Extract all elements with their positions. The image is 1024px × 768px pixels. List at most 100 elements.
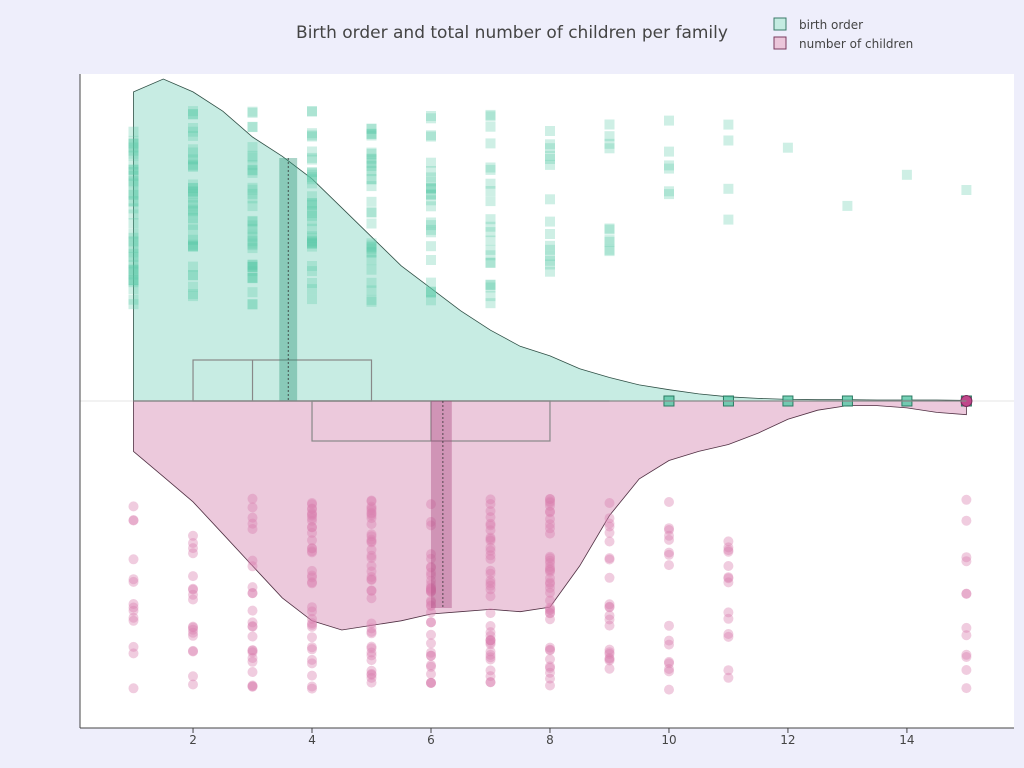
- point-number-of-children: [366, 534, 377, 545]
- point-number-of-children: [366, 677, 377, 688]
- point-number-of-children: [723, 613, 734, 624]
- point-number-of-children: [545, 573, 555, 584]
- point-birth-order: [426, 286, 436, 297]
- point-number-of-children: [604, 663, 615, 674]
- point-number-of-children: [366, 668, 377, 679]
- point-birth-order: [247, 122, 258, 133]
- point-birth-order: [723, 214, 734, 225]
- point-number-of-children: [247, 518, 258, 529]
- point-birth-order: [545, 194, 555, 205]
- point-number-of-children: [366, 495, 377, 506]
- point-number-of-children: [485, 545, 496, 556]
- legend: birth order number of children: [773, 17, 913, 51]
- point-birth-order: [247, 188, 258, 199]
- point-birth-order: [545, 154, 555, 164]
- point-birth-order: [247, 106, 258, 117]
- point-birth-order: [366, 207, 377, 218]
- point-birth-order: [426, 227, 436, 238]
- point-number-of-children: [485, 635, 496, 646]
- point-birth-order: [366, 294, 377, 305]
- point-number-of-children: [128, 599, 139, 609]
- point-birth-order: [426, 130, 436, 141]
- point-birth-order: [247, 229, 258, 240]
- point-birth-order: [664, 189, 674, 200]
- point-birth-order: [307, 128, 317, 139]
- point-birth-order: [247, 299, 258, 310]
- point-number-of-children: [545, 654, 555, 665]
- point-birth-order: [307, 236, 317, 246]
- point-number-of-children: [426, 661, 436, 672]
- point-birth-order: [128, 274, 139, 285]
- point-birth-order: [426, 183, 436, 194]
- point-birth-order: [128, 218, 139, 229]
- point-birth-order: [485, 250, 496, 261]
- point-birth-order: [188, 261, 198, 272]
- point-number-of-children: [485, 512, 496, 523]
- point-birth-order: [188, 106, 198, 117]
- point-birth-order: [604, 246, 615, 257]
- point-number-of-children: [485, 627, 496, 638]
- point-number-of-children: [664, 639, 674, 650]
- point-birth-order: [247, 261, 258, 272]
- point-number-of-children: [604, 620, 615, 631]
- point-birth-order: [307, 216, 317, 227]
- point-birth-order: [128, 251, 139, 262]
- point-birth-order: [128, 196, 139, 207]
- legend-item-birth-order[interactable]: birth order: [773, 17, 863, 32]
- point-birth-order: [188, 126, 198, 137]
- legend-item-number-of-children[interactable]: number of children: [773, 36, 913, 51]
- point-number-of-children: [604, 527, 615, 538]
- point-birth-order: [128, 228, 139, 239]
- point-number-of-children: [366, 529, 377, 540]
- point-number-of-children: [426, 561, 436, 572]
- point-number-of-children: [604, 647, 615, 658]
- point-birth-order: [188, 161, 198, 172]
- point-birth-order: [426, 111, 436, 121]
- point-number-of-children: [485, 635, 496, 646]
- point-birth-order: [128, 126, 139, 137]
- point-number-of-children: [188, 621, 198, 632]
- point-number-of-children: [247, 645, 258, 656]
- point-number-of-children: [247, 617, 258, 628]
- point-birth-order: [128, 258, 139, 269]
- point-number-of-children: [604, 553, 615, 564]
- point-birth-order: [426, 241, 436, 252]
- point-number-of-children: [545, 604, 555, 615]
- point-number-of-children: [961, 588, 972, 599]
- point-birth-order: [247, 272, 258, 283]
- point-birth-order: [128, 277, 139, 288]
- point-birth-order: [188, 130, 198, 141]
- point-birth-order: [307, 191, 317, 202]
- point-birth-order: [366, 174, 377, 185]
- point-number-of-children: [545, 644, 555, 655]
- point-birth-order: [426, 295, 436, 306]
- point-birth-order: [188, 109, 198, 120]
- point-birth-order: [188, 234, 198, 245]
- point-number-of-children: [366, 628, 377, 639]
- point-birth-order: [247, 299, 258, 310]
- point-birth-order: [247, 184, 258, 195]
- point-number-of-children: [485, 525, 496, 536]
- point-number-of-children: [366, 626, 377, 637]
- point-birth-order: [128, 150, 139, 161]
- point-number-of-children: [545, 514, 555, 524]
- point-birth-order: [485, 279, 496, 290]
- point-birth-order: [366, 154, 377, 165]
- point-number-of-children: [366, 553, 377, 563]
- point-number-of-children: [128, 641, 139, 652]
- point-birth-order: [604, 224, 615, 235]
- point-birth-order: [307, 167, 317, 178]
- point-birth-order: [188, 147, 198, 158]
- point-number-of-children: [307, 565, 317, 576]
- point-number-of-children: [485, 578, 496, 589]
- point-number-of-children: [664, 530, 674, 541]
- point-birth-order: [545, 216, 555, 227]
- point-birth-order: [247, 261, 258, 272]
- point-number-of-children: [723, 546, 734, 557]
- point-number-of-children: [366, 566, 377, 577]
- x-tick-label: 2: [189, 733, 197, 747]
- point-birth-order: [545, 244, 555, 255]
- point-number-of-children: [426, 586, 436, 597]
- point-number-of-children: [545, 663, 555, 673]
- point-number-of-children: [307, 543, 317, 554]
